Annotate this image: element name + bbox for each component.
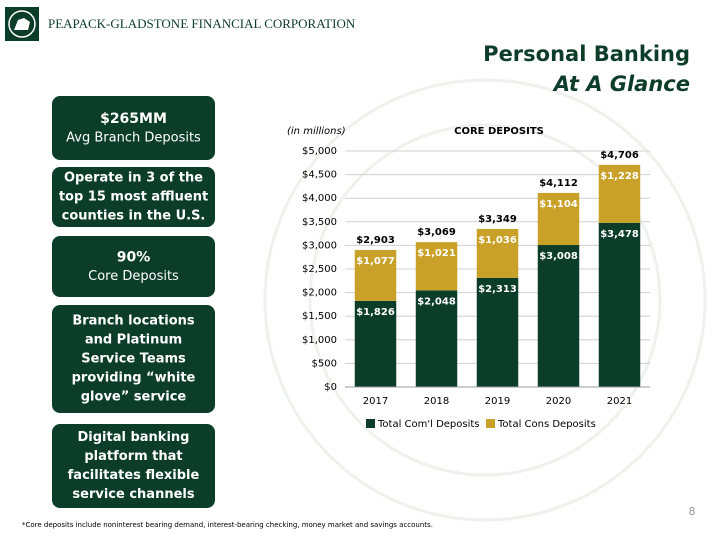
callout-heading: $265MM bbox=[100, 111, 167, 127]
watermark bbox=[263, 78, 707, 522]
y-tick-label: $3,500 bbox=[302, 217, 337, 228]
total-label: $4,112 bbox=[539, 178, 578, 189]
callout-line: Service Teams bbox=[81, 352, 186, 367]
callout-line: counties in the U.S. bbox=[62, 209, 206, 224]
y-tick-label: $1,500 bbox=[302, 311, 337, 322]
x-tick-label: 2017 bbox=[363, 396, 388, 407]
x-tick-label: 2020 bbox=[546, 396, 571, 407]
legend-swatch bbox=[486, 419, 495, 428]
bar-segment bbox=[476, 277, 519, 387]
logo bbox=[5, 7, 39, 41]
bar-segment bbox=[598, 164, 641, 223]
callout-line: glove” service bbox=[81, 390, 187, 405]
bar-segment bbox=[415, 242, 458, 291]
footnote: *Core deposits include noninterest beari… bbox=[22, 521, 433, 529]
bar-segment bbox=[537, 245, 580, 387]
value-label: $1,077 bbox=[356, 256, 395, 267]
value-label: $2,048 bbox=[417, 296, 456, 307]
slide-subtitle: At A Glance bbox=[552, 72, 690, 96]
chart-title: CORE DEPOSITS bbox=[454, 126, 544, 137]
legend-swatch bbox=[366, 419, 375, 428]
callout-line: Branch locations bbox=[72, 314, 195, 329]
value-label: $1,826 bbox=[356, 307, 395, 318]
bar-segment bbox=[476, 228, 519, 278]
x-tick-label: 2018 bbox=[424, 396, 449, 407]
callout-text: Avg Branch Deposits bbox=[66, 131, 201, 146]
total-label: $2,903 bbox=[356, 235, 395, 246]
y-tick-label: $1,000 bbox=[302, 335, 337, 346]
bar-segment bbox=[537, 192, 580, 246]
callout-box bbox=[52, 167, 215, 227]
callout-box bbox=[52, 424, 215, 508]
x-tick-label: 2021 bbox=[607, 396, 632, 407]
legend-label: Total Cons Deposits bbox=[497, 419, 596, 430]
value-label: $3,478 bbox=[600, 229, 639, 240]
total-label: $3,069 bbox=[417, 227, 456, 238]
legend-label: Total Com'l Deposits bbox=[377, 419, 480, 430]
callout-line: platform that bbox=[84, 449, 182, 464]
unit-note: (in millions) bbox=[287, 126, 346, 137]
callout-box bbox=[52, 305, 215, 413]
bar-segment bbox=[598, 222, 641, 387]
callout-text: Core Deposits bbox=[88, 269, 179, 284]
bar-segment bbox=[354, 300, 397, 387]
value-label: $1,104 bbox=[539, 199, 578, 210]
y-tick-label: $500 bbox=[312, 358, 337, 369]
callout-line: service channels bbox=[72, 487, 194, 502]
callout-line: and Platinum bbox=[85, 333, 182, 348]
callout-line: providing “white bbox=[72, 371, 196, 386]
page-number: 8 bbox=[689, 505, 696, 518]
y-tick-label: $0 bbox=[324, 382, 337, 393]
callout-box bbox=[52, 96, 215, 160]
callout-line: facilitates flexible bbox=[68, 468, 200, 483]
slide-title: Personal Banking bbox=[483, 42, 690, 66]
value-label: $3,008 bbox=[539, 251, 578, 262]
y-tick-label: $4,500 bbox=[302, 170, 337, 181]
y-tick-label: $3,000 bbox=[302, 240, 337, 251]
bar-segment bbox=[354, 249, 397, 301]
callout-box bbox=[52, 236, 215, 297]
x-tick-label: 2019 bbox=[485, 396, 510, 407]
y-tick-label: $2,000 bbox=[302, 288, 337, 299]
total-label: $4,706 bbox=[600, 150, 639, 161]
value-label: $2,313 bbox=[478, 284, 517, 295]
callout-line: Digital banking bbox=[78, 430, 190, 445]
value-label: $1,021 bbox=[417, 248, 456, 259]
bar-segment bbox=[415, 290, 458, 387]
total-label: $3,349 bbox=[478, 214, 517, 225]
y-tick-label: $4,000 bbox=[302, 193, 337, 204]
callout-line: Operate in 3 of the bbox=[64, 171, 203, 186]
value-label: $1,036 bbox=[478, 235, 517, 246]
value-label: $1,228 bbox=[600, 171, 639, 182]
callout-heading: 90% bbox=[117, 250, 151, 266]
y-tick-label: $2,500 bbox=[302, 264, 337, 275]
y-tick-label: $5,000 bbox=[302, 146, 337, 157]
callout-line: top 15 most affluent bbox=[59, 190, 208, 205]
company-name: PEAPACK-GLADSTONE FINANCIAL CORPORATION bbox=[48, 16, 356, 31]
